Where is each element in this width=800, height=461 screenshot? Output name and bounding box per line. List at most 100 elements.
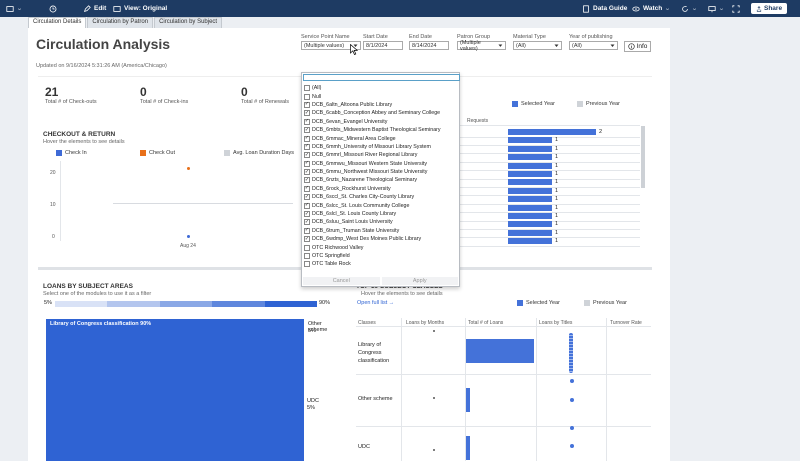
fullscreen-button[interactable]	[732, 0, 740, 17]
total-loans-bar[interactable]	[466, 339, 534, 363]
checkbox[interactable]: ✓	[304, 160, 310, 167]
requests-bar[interactable]	[508, 162, 552, 169]
total-loans-bar[interactable]	[466, 436, 470, 460]
total-loans-bar[interactable]	[466, 388, 470, 412]
dropdown-item[interactable]: ✓ DCB_6trum_Truman State University	[304, 227, 459, 235]
tab-circulation-details[interactable]: Circulation Details	[28, 17, 87, 28]
dropdown-item[interactable]: ✓ DCB_6mmrl_Missouri River Regional Libra…	[304, 151, 459, 159]
loans-by-titles-point[interactable]	[570, 444, 574, 448]
end-date-input[interactable]: 8/14/2024	[409, 41, 449, 50]
requests-bar[interactable]	[508, 171, 552, 177]
dropdown-item[interactable]: OTC Springfield	[304, 252, 459, 260]
share-button[interactable]: Share	[751, 3, 788, 14]
checkbox[interactable]: ✓	[304, 210, 310, 218]
dropdown-item[interactable]: ✓ DCB_6mmwu_Missouri Western State Univer…	[304, 160, 459, 168]
checkbox[interactable]: ✓	[304, 193, 310, 201]
checkbox[interactable]: ✓	[304, 143, 310, 150]
loans-by-titles-points[interactable]	[569, 333, 573, 373]
requests-bar[interactable]	[508, 145, 552, 152]
alerts-button[interactable]	[681, 0, 697, 17]
dropdown-item[interactable]: ✓ DCB_6sluu_Saint Louis University	[304, 218, 459, 226]
dropdown-item[interactable]: ✓ DCB_6mmh_University of Missouri Library…	[304, 143, 459, 151]
cancel-button[interactable]: Cancel	[303, 277, 380, 285]
dropdown-item[interactable]: ✓ DCB_6rock_Rockhurst University	[304, 185, 459, 193]
service-point-select[interactable]: (Multiple values)	[301, 41, 361, 50]
year-publishing-select[interactable]: (All)	[569, 41, 618, 50]
requests-bar[interactable]	[508, 238, 552, 245]
dropdown-item[interactable]: ✓ DCB_6mmu_Northwest Missouri State Unive…	[304, 168, 459, 176]
dropdown-item[interactable]: ✓ DCB_6mmac_Mineral Area College	[304, 134, 459, 142]
checkbox[interactable]	[304, 93, 310, 100]
watch-button[interactable]: Watch	[632, 0, 670, 17]
requests-bar[interactable]	[508, 129, 596, 135]
treemap-block-other[interactable]: Other scheme 5%	[304, 319, 336, 397]
checkbox[interactable]: ✓	[304, 151, 310, 159]
checkbox[interactable]: ✓	[304, 202, 310, 209]
tab-circulation-by-patron[interactable]: Circulation by Patron	[87, 17, 154, 28]
dropdown-item[interactable]: OTC Richwood Valley	[304, 243, 459, 251]
loans-by-titles-point[interactable]	[570, 379, 574, 383]
dropdown-item[interactable]: (All)	[304, 84, 459, 92]
checkbox[interactable]: ✓	[304, 101, 310, 108]
checkbox[interactable]: ✓	[304, 176, 310, 184]
loans-by-months-point[interactable]	[433, 397, 435, 399]
requests-bar[interactable]	[508, 179, 552, 186]
loans-by-months-point[interactable]	[433, 330, 435, 332]
material-type-select[interactable]: (All)	[513, 41, 562, 50]
checkbox[interactable]: ✓	[304, 227, 310, 234]
data-guide-button[interactable]: Data Guide	[582, 0, 627, 17]
data-guide-icon	[583, 4, 589, 13]
check-in-point[interactable]	[187, 235, 190, 238]
dropdown-item[interactable]: OTC Table Rock	[304, 260, 459, 268]
checkbox[interactable]: ✓	[304, 185, 310, 192]
requests-scrollbar[interactable]	[641, 126, 645, 188]
requests-bar[interactable]	[508, 196, 552, 203]
present-button[interactable]	[708, 0, 724, 17]
apply-button[interactable]: Apply	[381, 277, 458, 285]
treemap-block-udc[interactable]: UDC 5%	[304, 397, 336, 461]
tab-circulation-by-subject[interactable]: Circulation by Subject	[154, 17, 223, 28]
window-menu-button[interactable]	[6, 0, 22, 17]
requests-bar[interactable]	[508, 221, 552, 228]
checkbox[interactable]	[304, 85, 310, 92]
loans-by-months-point[interactable]	[433, 449, 435, 451]
dropdown-item[interactable]: ✓ DCB_6evan_Evangel University	[304, 118, 459, 126]
requests-bar[interactable]	[508, 187, 552, 194]
checkbox[interactable]	[304, 244, 310, 251]
requests-bar[interactable]	[508, 204, 552, 211]
dropdown-item[interactable]: ✓ DCB_6slcc_St. Louis Community College	[304, 201, 459, 209]
dropdown-search-input[interactable]	[303, 74, 460, 81]
loans-by-titles-point[interactable]	[570, 398, 574, 402]
loans-by-titles-point[interactable]	[570, 426, 574, 430]
dropdown-item[interactable]: Null	[304, 92, 459, 100]
start-date-input[interactable]: 8/1/2024	[363, 41, 403, 50]
checkbox[interactable]: ✓	[304, 168, 310, 176]
requests-bar[interactable]	[508, 213, 552, 219]
checkbox[interactable]: ✓	[304, 118, 310, 125]
checkbox[interactable]: ✓	[304, 135, 310, 142]
checkbox[interactable]	[304, 261, 310, 268]
dropdown-item[interactable]: ✓ DCB_6altn_Altoona Public Library	[304, 101, 459, 109]
patron-group-select[interactable]: (Multiple values)	[457, 40, 506, 52]
requests-bar[interactable]	[508, 229, 552, 236]
edit-button[interactable]: Edit	[83, 0, 106, 17]
dropdown-item[interactable]: ✓ DCB_6wdmp_West Des Moines Public Librar…	[304, 235, 459, 243]
dropdown-item[interactable]: ✓ DCB_6nzts_Nazarene Theological Seminary	[304, 176, 459, 184]
checkbox[interactable]: ✓	[304, 218, 310, 226]
info-button[interactable]: Info	[624, 41, 651, 52]
checkbox[interactable]: ✓	[304, 235, 310, 243]
history-button[interactable]	[49, 0, 57, 17]
open-full-list-link[interactable]: Open full list →	[357, 300, 395, 306]
requests-bar[interactable]	[508, 154, 552, 161]
checkbox[interactable]: ✓	[304, 126, 310, 134]
requests-bar[interactable]	[508, 137, 552, 144]
dropdown-item[interactable]: ✓ DCB_6cabb_Conception Abbey and Seminary…	[304, 109, 459, 117]
view-button[interactable]: View: Original	[113, 0, 167, 17]
dropdown-item[interactable]: ✓ DCB_6slcl_St. Louis County Library	[304, 210, 459, 218]
dropdown-item[interactable]: ✓ DCB_6mbts_Midwestern Baptist Theologica…	[304, 126, 459, 134]
dropdown-item[interactable]: ✓ DCB_6sccl_St. Charles City-County Libra…	[304, 193, 459, 201]
treemap-block-lcc[interactable]: Library of Congress classification 90%	[46, 319, 304, 461]
checkbox[interactable]: ✓	[304, 109, 310, 117]
check-out-point[interactable]	[187, 167, 190, 170]
checkbox[interactable]	[304, 253, 310, 259]
